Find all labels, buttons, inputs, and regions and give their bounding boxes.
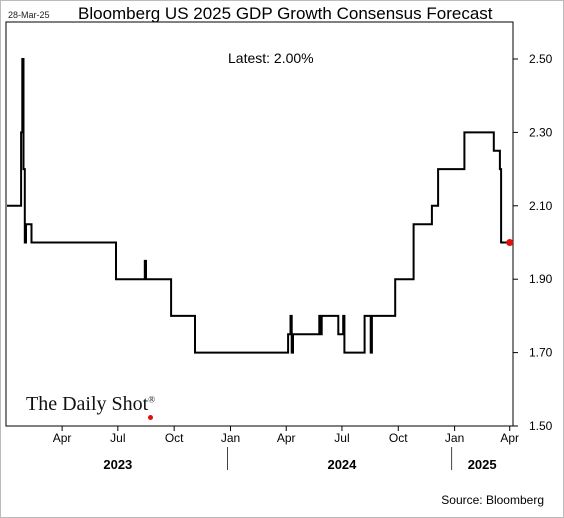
x-tick-label: Oct <box>165 431 184 445</box>
y-tick-label: 2.30 <box>529 125 553 139</box>
x-tick-label: Apr <box>500 431 519 445</box>
source-note: Source: Bloomberg <box>441 493 544 507</box>
latest-value-label: Latest: 2.00% <box>228 50 314 66</box>
x-tick-label: Apr <box>53 431 72 445</box>
y-tick-label: 1.50 <box>529 419 553 433</box>
date-stamp: 28-Mar-25 <box>8 10 50 20</box>
y-tick-label: 2.10 <box>529 199 553 213</box>
year-label: 2025 <box>468 457 497 472</box>
x-tick-label: Apr <box>277 431 296 445</box>
x-tick-label: Jul <box>110 431 125 445</box>
x-tick-label: Oct <box>389 431 408 445</box>
x-tick-label: Jan <box>221 431 240 445</box>
x-tick-label: Jul <box>334 431 349 445</box>
plot-frame <box>5 21 514 427</box>
logo-text: The Daily Shot <box>26 393 149 415</box>
year-label: 2024 <box>327 457 357 472</box>
daily-shot-logo: The Daily Shot® <box>26 393 156 420</box>
chart-title: Bloomberg US 2025 GDP Growth Consensus F… <box>78 4 493 23</box>
latest-point-marker <box>506 239 514 246</box>
x-tick-label: Jan <box>445 431 464 445</box>
y-tick-label: 1.90 <box>529 272 553 286</box>
forecast-series-line <box>7 58 510 354</box>
y-tick-label: 2.50 <box>529 52 553 66</box>
logo-registered-mark: ® <box>148 394 156 405</box>
year-label: 2023 <box>103 457 132 472</box>
logo-red-dot <box>148 415 154 420</box>
y-tick-label: 1.70 <box>529 346 553 360</box>
